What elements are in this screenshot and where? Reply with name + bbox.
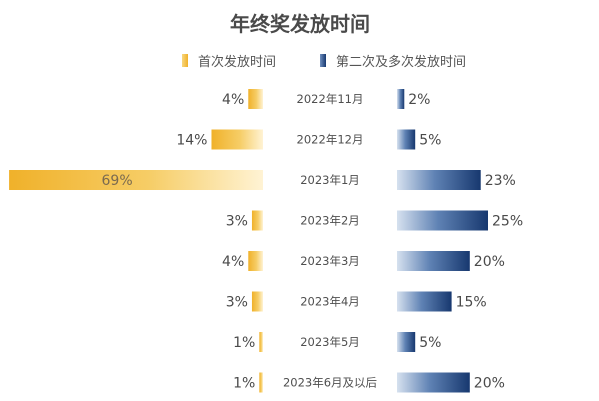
value-label-subsequent-payment: 25% — [492, 214, 523, 230]
category-label: 2023年6月及以后 — [283, 376, 377, 390]
chart-marks: 4% 2022年11月 2% 14% 2022年12月 5% 69% 2023年1月 23% 3%… — [9, 89, 523, 393]
value-label-first-payment: 3% — [226, 295, 248, 311]
bar-first-payment — [251, 291, 263, 312]
bar-subsequent-payment — [397, 129, 416, 150]
bar-first-payment — [9, 170, 263, 190]
legend-label-subsequent-payment: 第二次及多次发放时间 — [336, 54, 466, 70]
legend-label-first-payment: 首次发放时间 — [198, 54, 276, 70]
category-label: 2023年3月 — [300, 254, 360, 268]
bar-first-payment — [248, 89, 263, 109]
bar-subsequent-payment — [397, 332, 416, 352]
category-label: 2023年1月 — [300, 173, 360, 187]
bar-subsequent-payment — [397, 372, 470, 393]
bar-subsequent-payment — [397, 89, 405, 109]
category-label: 2023年5月 — [300, 335, 360, 349]
value-label-subsequent-payment: 5% — [419, 335, 441, 351]
bar-first-payment — [248, 251, 263, 271]
value-label-first-payment: 3% — [226, 214, 248, 230]
value-label-subsequent-payment: 5% — [419, 133, 441, 149]
category-label: 2022年12月 — [297, 133, 364, 147]
bar-first-payment — [259, 372, 263, 393]
category-label: 2023年2月 — [300, 214, 360, 228]
value-label-subsequent-payment: 20% — [474, 376, 505, 392]
value-label-first-payment: 4% — [222, 92, 244, 108]
legend: 首次发放时间 第二次及多次发放时间 — [182, 54, 466, 70]
legend-swatch-subsequent-payment — [320, 54, 326, 67]
value-label-subsequent-payment: 15% — [456, 295, 487, 311]
category-label: 2023年4月 — [300, 295, 360, 309]
legend-swatch-first-payment — [182, 54, 188, 67]
value-label-first-payment: 14% — [176, 133, 207, 149]
value-label-subsequent-payment: 20% — [474, 254, 505, 270]
value-label-first-payment: 1% — [233, 335, 255, 351]
bar-first-payment — [211, 129, 263, 150]
value-label-first-payment: 4% — [222, 254, 244, 270]
bar-first-payment — [251, 210, 263, 231]
bar-subsequent-payment — [397, 210, 488, 231]
value-label-first-payment: 69% — [102, 173, 133, 189]
bar-subsequent-payment — [397, 251, 470, 271]
chart-title: 年终奖发放时间 — [230, 12, 370, 36]
bar-subsequent-payment — [397, 291, 452, 312]
value-label-first-payment: 1% — [233, 376, 255, 392]
value-label-subsequent-payment: 2% — [408, 92, 430, 108]
bar-first-payment — [259, 332, 263, 352]
bar-subsequent-payment — [397, 170, 481, 190]
value-label-subsequent-payment: 23% — [485, 173, 516, 189]
category-label: 2022年11月 — [297, 92, 364, 106]
